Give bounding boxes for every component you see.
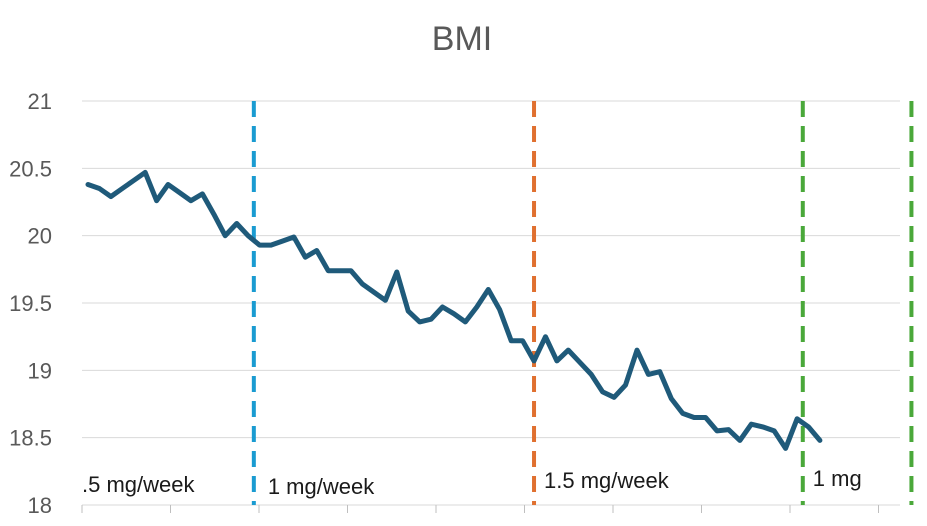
dose-annotation: 1.5 mg/week: [544, 468, 670, 493]
y-tick-label: 19.5: [9, 291, 52, 316]
y-tick-label: 20: [28, 224, 52, 249]
x-axis-ticks: [81, 505, 879, 513]
gridlines: [82, 100, 900, 506]
y-tick-label: 20.5: [9, 156, 52, 181]
dose-annotation: .5 mg/week: [82, 472, 195, 497]
dose-annotation: 1 mg/week: [268, 474, 375, 499]
dose-markers: [251, 101, 914, 505]
series-group: [85, 169, 823, 451]
y-tick-label: 18.5: [9, 426, 52, 451]
dose-annotation: 1 mg: [813, 466, 862, 491]
y-tick-label: 19: [28, 358, 52, 383]
y-tick-label: 21: [28, 89, 52, 114]
y-tick-label: 18: [28, 493, 52, 518]
series-line: [85, 169, 823, 451]
y-axis-ticks: 18 18.5 19 19.5 20 20.5 21: [9, 89, 52, 518]
chart-title: BMI: [432, 20, 492, 58]
dose-annotations: .5 mg/week 1 mg/week 1.5 mg/week 1 mg: [82, 466, 862, 499]
